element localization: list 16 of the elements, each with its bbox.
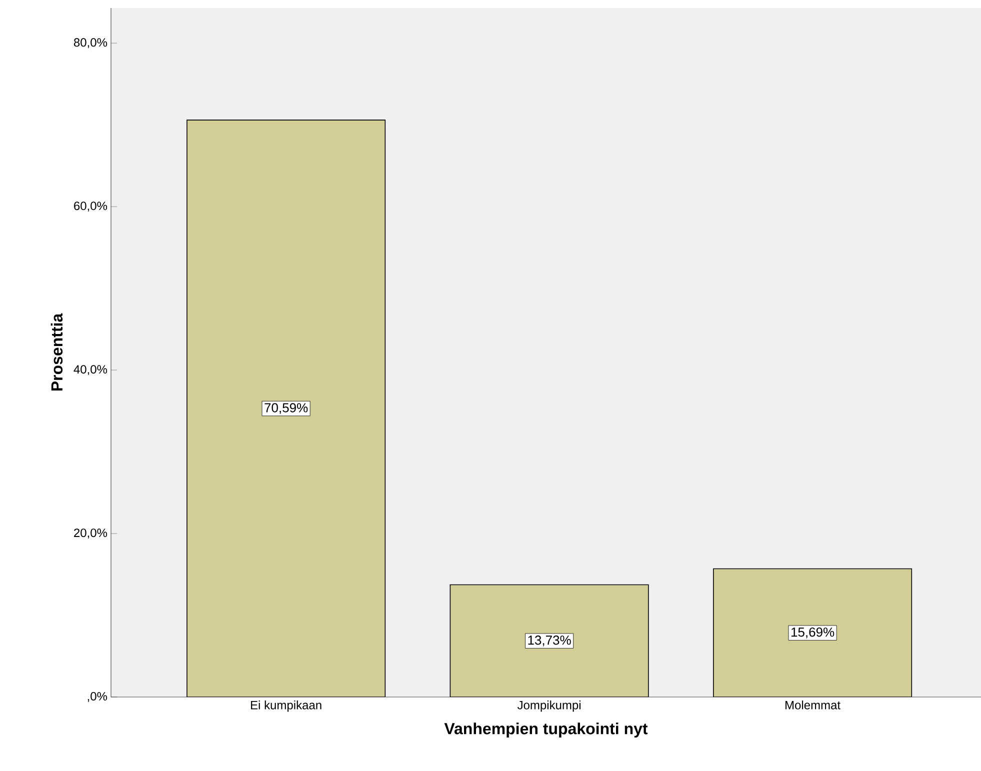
bar xyxy=(186,120,386,697)
y-axis-title: Prosenttia xyxy=(50,313,63,391)
y-tick-label: 40,0% xyxy=(74,365,108,376)
y-tick-label: 60,0% xyxy=(74,202,108,212)
y-tick-label: 20,0% xyxy=(74,528,108,538)
x-tick-label: Jompikumpi xyxy=(517,700,580,712)
x-tick-label: Molemmat xyxy=(786,700,840,710)
y-tick-label: 80,0% xyxy=(74,38,108,48)
y-tick-label: ,0% xyxy=(88,692,108,702)
data-label: 13,73% xyxy=(528,636,571,646)
bar xyxy=(713,568,912,697)
data-label: 70,59% xyxy=(264,403,308,414)
data-label: 15,69% xyxy=(791,628,834,638)
x-tick-label: Ei kumpikaan xyxy=(251,700,322,712)
bar xyxy=(450,584,649,697)
x-axis-title: Vanhempien tupakointi nyt xyxy=(444,722,648,738)
